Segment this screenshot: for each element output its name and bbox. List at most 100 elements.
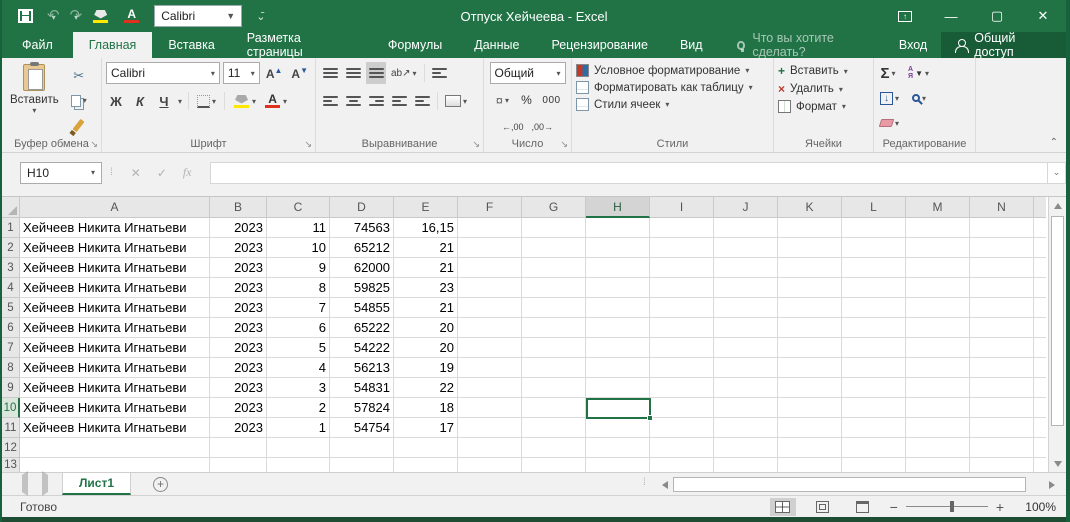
- copy-button[interactable]: ▾: [69, 90, 89, 112]
- add-sheet-button[interactable]: +: [153, 476, 169, 492]
- cell[interactable]: [522, 438, 586, 458]
- cell[interactable]: 20: [394, 318, 458, 338]
- cell[interactable]: [970, 458, 1034, 473]
- qat-font-combo[interactable]: Calibri ▼: [154, 5, 243, 27]
- select-all-button[interactable]: [2, 197, 20, 218]
- cell[interactable]: [714, 338, 778, 358]
- cell[interactable]: 8: [267, 278, 330, 298]
- cell[interactable]: [842, 278, 906, 298]
- expand-formula-bar-button[interactable]: ⌄: [1048, 161, 1066, 184]
- fill-color-button[interactable]: [92, 9, 109, 23]
- underline-button[interactable]: Ч: [159, 93, 169, 109]
- cell[interactable]: [586, 358, 650, 378]
- scroll-down-button[interactable]: [1049, 455, 1066, 472]
- cell[interactable]: 59825: [330, 278, 394, 298]
- row-header[interactable]: 5: [2, 298, 20, 318]
- cell[interactable]: [714, 358, 778, 378]
- row-header[interactable]: 7: [2, 338, 20, 358]
- cell[interactable]: [522, 418, 586, 438]
- cell[interactable]: [650, 438, 714, 458]
- cell[interactable]: [970, 318, 1034, 338]
- cell[interactable]: [522, 218, 586, 238]
- undo-button[interactable]: ↶▾: [47, 7, 60, 24]
- cut-button[interactable]: ✂: [69, 65, 89, 87]
- cell[interactable]: 74563: [330, 218, 394, 238]
- row-header[interactable]: 1: [2, 218, 20, 238]
- cell[interactable]: [906, 338, 970, 358]
- cell[interactable]: [210, 438, 267, 458]
- cell[interactable]: [714, 378, 778, 398]
- cell[interactable]: [458, 258, 522, 278]
- cell[interactable]: [906, 238, 970, 258]
- zoom-out-button[interactable]: −: [889, 498, 898, 515]
- cell[interactable]: 21: [394, 298, 458, 318]
- paste-button[interactable]: Вставить ▾: [6, 62, 63, 136]
- cell[interactable]: [906, 438, 970, 458]
- cell[interactable]: Хейчеев Никита Игнатьеви: [20, 298, 210, 318]
- cell[interactable]: [970, 258, 1034, 278]
- cell[interactable]: 17: [394, 418, 458, 438]
- horizontal-scroll-thumb[interactable]: [673, 477, 1026, 492]
- cell[interactable]: [778, 318, 842, 338]
- row-header[interactable]: 9: [2, 378, 20, 398]
- cell[interactable]: 54222: [330, 338, 394, 358]
- row-header[interactable]: 2: [2, 238, 20, 258]
- cell[interactable]: [906, 458, 970, 473]
- delete-cells-button[interactable]: × Удалить ▾: [778, 82, 869, 96]
- cell[interactable]: 3: [267, 378, 330, 398]
- sheet-prev-button[interactable]: [22, 471, 28, 496]
- cell[interactable]: 54831: [330, 378, 394, 398]
- cell[interactable]: [330, 438, 394, 458]
- row-header[interactable]: 12: [2, 438, 20, 458]
- row-header-selected[interactable]: 10: [2, 398, 20, 418]
- cell[interactable]: [842, 238, 906, 258]
- cell[interactable]: [458, 238, 522, 258]
- cell[interactable]: Хейчеев Никита Игнатьеви: [20, 318, 210, 338]
- insert-function-button[interactable]: fx: [182, 165, 192, 179]
- cell[interactable]: [522, 258, 586, 278]
- cell[interactable]: [906, 278, 970, 298]
- cell[interactable]: Хейчеев Никита Игнатьеви: [20, 378, 210, 398]
- column-header[interactable]: C: [267, 197, 330, 218]
- cell[interactable]: [714, 238, 778, 258]
- formula-bar-splitter[interactable]: ⁞: [110, 167, 113, 178]
- tab-file[interactable]: Файл: [22, 38, 53, 52]
- cell[interactable]: [970, 278, 1034, 298]
- number-format-combo[interactable]: Общий ▾: [489, 62, 566, 84]
- format-cells-button[interactable]: Формат ▾: [778, 100, 869, 113]
- cell[interactable]: 65222: [330, 318, 394, 338]
- minimize-button[interactable]: —: [944, 8, 958, 24]
- scroll-right-button[interactable]: [1044, 476, 1060, 493]
- cell[interactable]: [522, 278, 586, 298]
- cell[interactable]: 7: [267, 298, 330, 318]
- cell[interactable]: [906, 318, 970, 338]
- cell[interactable]: 19: [394, 358, 458, 378]
- cell[interactable]: 65212: [330, 238, 394, 258]
- cell[interactable]: [842, 298, 906, 318]
- align-top-button[interactable]: [320, 62, 340, 84]
- cell[interactable]: [522, 398, 586, 418]
- cell[interactable]: 2023: [210, 358, 267, 378]
- cell[interactable]: [778, 338, 842, 358]
- cell[interactable]: 2023: [210, 418, 267, 438]
- increase-indent-button[interactable]: [412, 90, 432, 112]
- cell[interactable]: [522, 358, 586, 378]
- cell[interactable]: [522, 298, 586, 318]
- cell[interactable]: 4: [267, 358, 330, 378]
- column-header[interactable]: N: [970, 197, 1034, 218]
- cell[interactable]: 9: [267, 258, 330, 278]
- cell[interactable]: 21: [394, 258, 458, 278]
- cell[interactable]: [842, 458, 906, 473]
- cell[interactable]: [906, 418, 970, 438]
- cell[interactable]: 11: [267, 218, 330, 238]
- column-header[interactable]: E: [394, 197, 458, 218]
- cell[interactable]: [778, 378, 842, 398]
- cell[interactable]: [778, 298, 842, 318]
- align-bottom-button[interactable]: [366, 62, 386, 84]
- decrease-decimal-button[interactable]: ,00→: [531, 122, 554, 132]
- tab-formulas[interactable]: Формулы: [387, 38, 443, 52]
- cell[interactable]: [20, 458, 210, 473]
- column-header[interactable]: I: [650, 197, 714, 218]
- column-header[interactable]: J: [714, 197, 778, 218]
- cell[interactable]: 62000: [330, 258, 394, 278]
